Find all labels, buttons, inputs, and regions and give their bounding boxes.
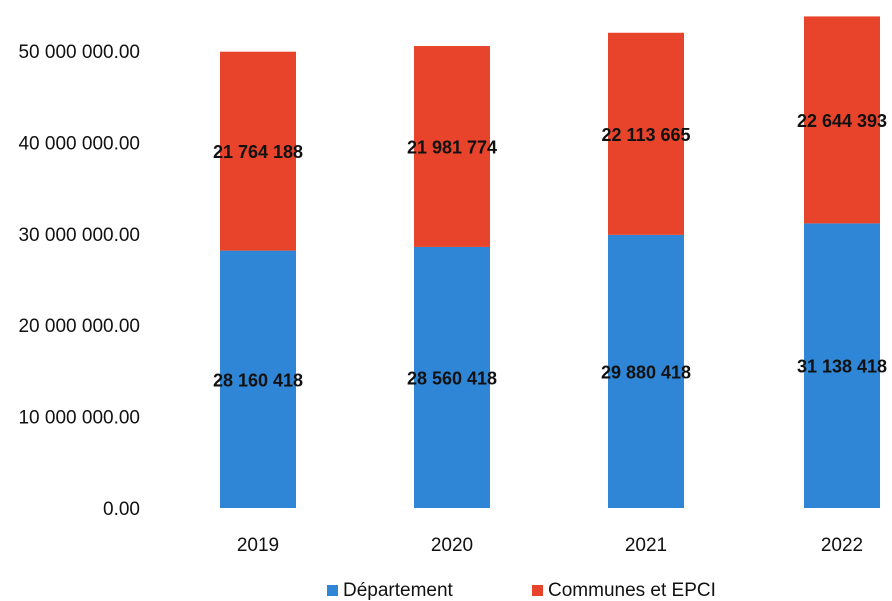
x-tick-label-2021: 2021 — [625, 535, 667, 556]
bar-segment-departement-2022 — [804, 223, 880, 508]
x-tick-label-2019: 2019 — [237, 535, 279, 556]
legend-swatch-communes-epci — [532, 585, 543, 596]
legend-label-communes-epci: Communes et EPCI — [548, 580, 716, 601]
x-axis: 2019 2020 2021 2022 — [237, 535, 863, 556]
y-tick-label: 10 000 000.00 — [18, 408, 140, 429]
y-tick-label: 30 000 000.00 — [18, 225, 140, 246]
y-tick-label: 20 000 000.00 — [18, 316, 140, 337]
y-tick-label: 0.00 — [103, 499, 140, 520]
x-tick-label-2020: 2020 — [431, 535, 473, 556]
data-label-departement-2022: 31 138 418 — [797, 357, 887, 377]
data-label-communes-epci-2019: 21 764 188 — [213, 142, 303, 162]
data-labels: 28 160 418 21 764 188 28 560 418 21 981 774… — [213, 111, 887, 390]
data-label-departement-2019: 28 160 418 — [213, 370, 303, 390]
bars — [220, 16, 880, 509]
bar-segment-communes-epci-2019 — [220, 51, 296, 251]
bar-segment-communes-epci-2020 — [414, 46, 490, 247]
bar-segment-departement-2020 — [414, 246, 490, 509]
bar-segment-departement-2019 — [220, 250, 296, 509]
data-label-communes-epci-2020: 21 981 774 — [407, 138, 497, 158]
legend-label-departement: Département — [343, 580, 454, 601]
legend: Département Communes et EPCI — [327, 580, 716, 601]
data-label-communes-epci-2022: 22 644 393 — [797, 111, 887, 131]
y-tick-label: 50 000 000.00 — [18, 42, 140, 63]
data-label-departement-2020: 28 560 418 — [407, 368, 497, 388]
x-tick-label-2022: 2022 — [821, 535, 863, 556]
y-tick-label: 40 000 000.00 — [18, 133, 140, 154]
bar-segment-departement-2021 — [608, 234, 684, 508]
data-label-communes-epci-2021: 22 113 665 — [601, 125, 690, 145]
legend-swatch-departement — [327, 585, 338, 596]
bar-segment-communes-epci-2022 — [804, 16, 880, 224]
y-axis: 0.00 10 000 000.00 20 000 000.00 30 000 000… — [18, 42, 140, 520]
data-label-departement-2021: 29 880 418 — [601, 362, 691, 382]
bar-segment-communes-epci-2021 — [608, 32, 684, 235]
